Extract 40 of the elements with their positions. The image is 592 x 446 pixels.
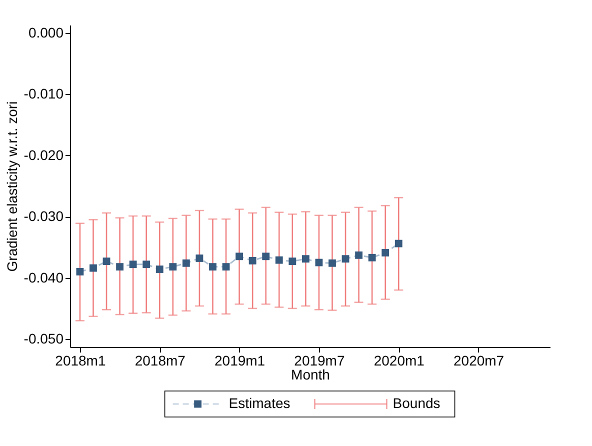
y-axis-title: Gradient elasticity w.r.t. zori [4, 101, 20, 272]
point [116, 263, 124, 271]
point [302, 255, 310, 263]
point [209, 263, 216, 271]
y-tick-label: -0.040 [24, 269, 64, 286]
legend-label: Estimates [228, 395, 290, 411]
x-tick-label: 2018m1 [55, 352, 106, 368]
point [262, 252, 270, 260]
point [394, 240, 402, 248]
point [142, 260, 150, 268]
x-axis-title: Month [291, 366, 330, 382]
x-tick-label: 2019m1 [214, 352, 266, 368]
point [368, 254, 376, 262]
point [382, 249, 390, 256]
point [355, 251, 363, 259]
y-tick-label: -0.010 [24, 86, 64, 102]
y-tick-label: 0.000 [28, 24, 64, 40]
point [90, 264, 97, 272]
point [169, 263, 177, 271]
point [182, 259, 190, 267]
point [236, 252, 244, 260]
x-tick-label: 2020m7 [454, 352, 504, 368]
point [275, 256, 283, 264]
point [248, 256, 256, 264]
point [342, 255, 350, 263]
x-tick-label: 2020m1 [374, 352, 425, 368]
point [328, 259, 336, 267]
text: Bounds [392, 395, 440, 411]
point [102, 258, 110, 266]
point [129, 260, 137, 268]
x-tick-label: 2018m7 [134, 352, 186, 368]
point [196, 254, 204, 262]
y-tick-label: -0.050 [24, 330, 64, 347]
point [288, 258, 296, 266]
point [76, 268, 84, 276]
point [222, 263, 230, 271]
y-tick-label: -0.020 [24, 146, 64, 163]
x-tick-label: 2019m7 [294, 352, 345, 368]
y-tick-label: -0.030 [24, 208, 64, 224]
point [156, 266, 164, 273]
